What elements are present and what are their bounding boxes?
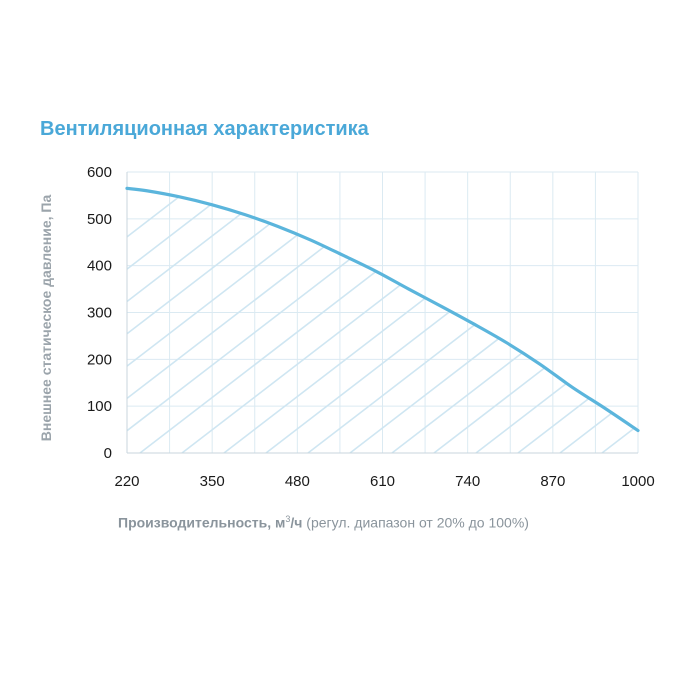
y-tick-label: 400: [87, 258, 112, 275]
series-line: [125, 186, 640, 433]
axes: [126, 172, 638, 454]
hatch-line: [644, 172, 700, 453]
y-axis-label: Внешнее статическое давление, Па: [38, 194, 54, 442]
hatch-line: [475, 188, 638, 453]
x-tick-label: 220: [114, 473, 139, 490]
x-axis-label-sup: 3: [285, 514, 291, 524]
hatch-line: [127, 188, 296, 453]
x-axis-label: Производительность, м3/ч (регул. диапазо…: [118, 514, 529, 531]
y-tick-label: 500: [87, 211, 112, 228]
tick-labels: 220 350 480 610 740 870 1000 0 100 200 300 400 500 60…: [87, 164, 655, 490]
y-tick-label: 200: [87, 351, 112, 368]
x-tick-label: 740: [455, 473, 480, 490]
x-tick-label: 350: [200, 473, 225, 490]
hatch-line: [127, 188, 212, 453]
x-axis-label-main: Производительность, м: [118, 514, 286, 531]
hatch-line: [517, 188, 638, 453]
y-tick-label: 100: [87, 398, 112, 415]
hatch-line: [127, 188, 254, 453]
x-tick-label: 480: [285, 473, 310, 490]
grid-lines: [127, 171, 639, 453]
x-axis-label-unit: /ч: [290, 514, 303, 531]
chart-title: Вентиляционная характеристика: [40, 118, 369, 140]
x-tick-label: 610: [370, 473, 395, 490]
y-tick-label: 600: [87, 164, 112, 181]
x-axis-label-note: (регул. диапазон от 20% до 100%): [302, 514, 529, 531]
x-tick-label: 870: [540, 473, 565, 490]
y-tick-label: 300: [87, 305, 112, 322]
series-line-layer: [125, 186, 640, 433]
y-tick-label: 0: [104, 445, 112, 462]
x-tick-label: 1000: [621, 473, 654, 490]
